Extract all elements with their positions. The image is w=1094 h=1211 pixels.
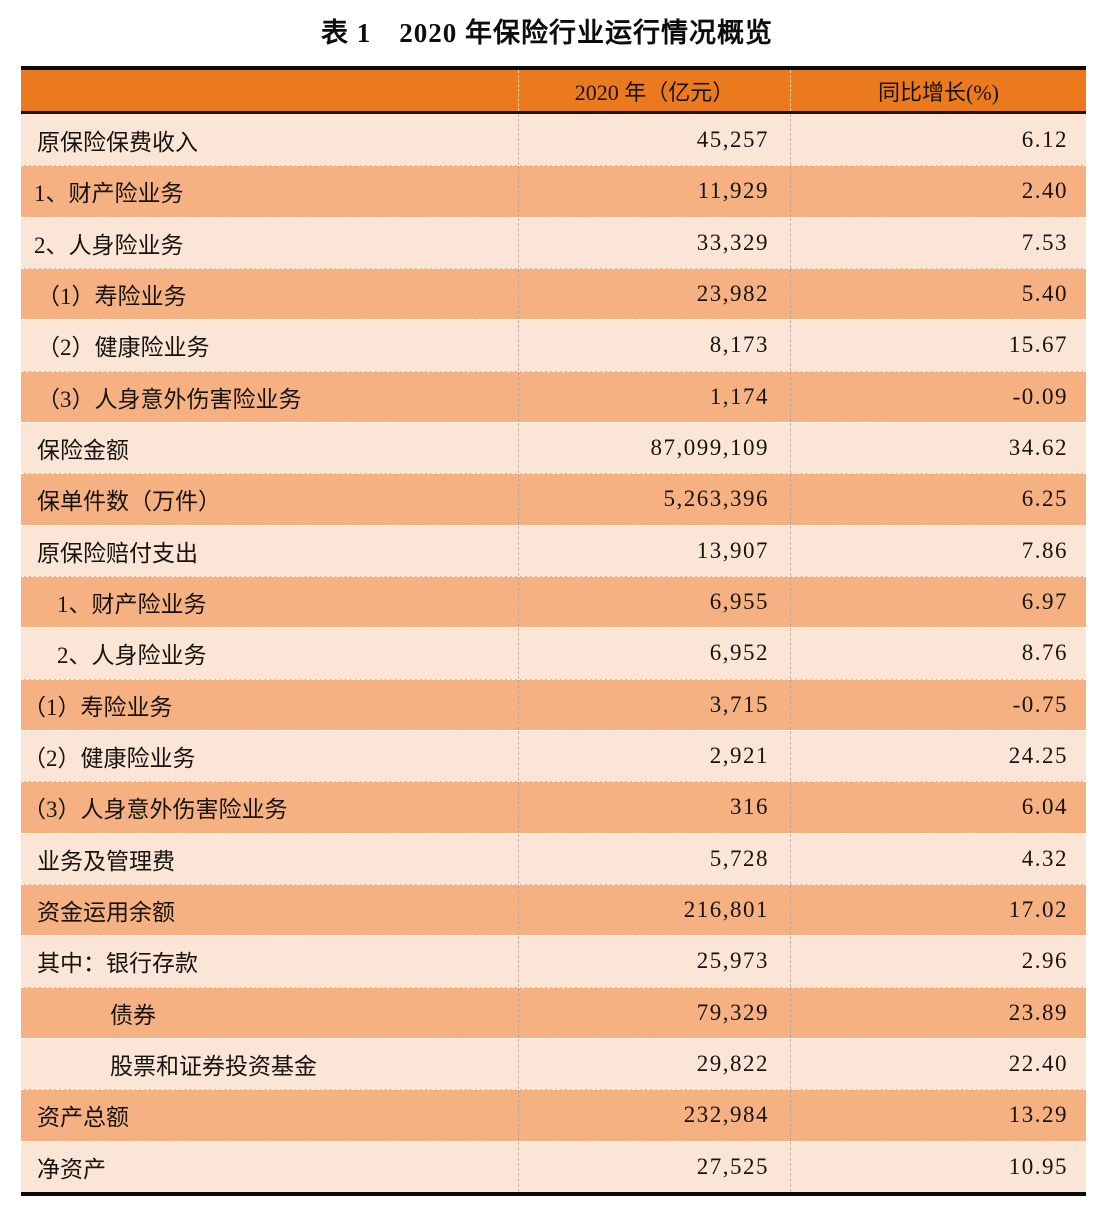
table-row: 业务及管理费 5,728 4.32 (21, 832, 1086, 884)
row-yoy-growth: 8.76 (1021, 640, 1068, 666)
row-label: 资金运用余额 (21, 884, 519, 936)
row-label: 业务及管理费 (21, 833, 519, 884)
row-value-2020: 6,952 (519, 628, 791, 679)
row-label: 净资产 (21, 1141, 519, 1192)
row-label: 其中：银行存款 (21, 936, 519, 987)
row-value-2020: 216,801 (519, 884, 791, 936)
row-value-2020: 3,715 (519, 679, 791, 730)
row-yoy-growth: 23.89 (1008, 999, 1068, 1025)
row-yoy-growth: 6.12 (1021, 126, 1068, 152)
header-cell-yoy-growth: 同比增长(%) (878, 79, 999, 105)
row-yoy-growth: 24.25 (1008, 743, 1068, 769)
row-value-2020: 232,984 (519, 1090, 791, 1141)
row-value-2020: 79,329 (519, 987, 791, 1038)
row-label: 原保险保费收入 (21, 114, 519, 166)
row-yoy-growth: -0.09 (1012, 383, 1068, 409)
row-yoy-growth: 6.25 (1021, 486, 1068, 512)
row-label: 1、财产险业务 (21, 576, 519, 628)
row-yoy-growth: 13.29 (1008, 1102, 1068, 1128)
row-value-2020: 5,728 (519, 833, 791, 884)
table-row: 保险金额 87,099,109 34.62 (21, 421, 1086, 474)
table-row: （3）人身意外伤害险业务 316 6.04 (21, 781, 1086, 833)
table-row: 1、财产险业务 6,955 6.97 (21, 575, 1086, 628)
header-cell-year-value: 2020 年（亿元） (519, 70, 791, 111)
table-row: （1）寿险业务 3,715 -0.75 (21, 678, 1086, 730)
row-value-2020: 29,822 (519, 1038, 791, 1090)
row-label: 股票和证券投资基金 (21, 1038, 519, 1090)
row-label: 原保险赔付支出 (21, 525, 519, 576)
table-row: （2）健康险业务 2,921 24.25 (21, 729, 1086, 782)
row-label: 保险金额 (21, 422, 519, 474)
row-value-2020: 87,099,109 (519, 422, 791, 474)
row-label: （3）人身意外伤害险业务 (21, 371, 519, 422)
table-row: （2）健康险业务 8,173 15.67 (21, 319, 1086, 371)
header-cell-indicator (21, 70, 519, 111)
row-yoy-growth: -0.75 (1012, 691, 1068, 717)
row-value-2020: 11,929 (519, 166, 791, 217)
row-label: （1）寿险业务 (21, 268, 519, 320)
row-yoy-growth: 34.62 (1008, 435, 1068, 461)
table-row: 债券 79,329 23.89 (21, 986, 1086, 1038)
row-label: （1）寿险业务 (21, 679, 519, 730)
row-value-2020: 6,955 (519, 576, 791, 628)
row-label: 资产总额 (21, 1090, 519, 1141)
table-row: 其中：银行存款 25,973 2.96 (21, 935, 1086, 987)
table-row: 股票和证券投资基金 29,822 22.40 (21, 1037, 1086, 1090)
table-body: 原保险保费收入 45,257 6.12 1、财产险业务 11,929 2.40 2、人身险业… (21, 114, 1086, 1192)
row-value-2020: 25,973 (519, 936, 791, 987)
row-yoy-growth: 2.96 (1021, 948, 1068, 974)
row-value-2020: 1,174 (519, 371, 791, 422)
row-value-2020: 23,982 (519, 268, 791, 320)
row-value-2020: 8,173 (519, 320, 791, 371)
row-label: 2、人身险业务 (21, 628, 519, 679)
row-yoy-growth: 22.40 (1008, 1051, 1068, 1077)
row-value-2020: 316 (519, 782, 791, 833)
row-yoy-growth: 2.40 (1021, 178, 1068, 204)
row-label: 1、财产险业务 (21, 166, 519, 217)
row-value-2020: 13,907 (519, 525, 791, 576)
table-row: （3）人身意外伤害险业务 1,174 -0.09 (21, 370, 1086, 422)
row-value-2020: 27,525 (519, 1141, 791, 1192)
table-row: 资产总额 232,984 13.29 (21, 1089, 1086, 1141)
row-label: （2）健康险业务 (21, 320, 519, 371)
table-row: 原保险赔付支出 13,907 7.86 (21, 524, 1086, 576)
table-row: 2、人身险业务 33,329 7.53 (21, 216, 1086, 268)
row-value-2020: 33,329 (519, 217, 791, 268)
table-row: （1）寿险业务 23,982 5.40 (21, 267, 1086, 320)
row-yoy-growth: 7.86 (1021, 537, 1068, 563)
page-title: 表 1 2020 年保险行业运行情况概览 (321, 18, 773, 48)
table-row: 净资产 27,525 10.95 (21, 1140, 1086, 1192)
row-value-2020: 45,257 (519, 114, 791, 166)
table-row: 1、财产险业务 11,929 2.40 (21, 165, 1086, 217)
row-yoy-growth: 17.02 (1008, 897, 1068, 923)
row-label: 债券 (21, 987, 519, 1038)
row-label: 保单件数（万件） (21, 474, 519, 525)
row-label: （3）人身意外伤害险业务 (21, 782, 519, 833)
row-label: （2）健康险业务 (21, 730, 519, 782)
row-yoy-growth: 6.04 (1021, 794, 1068, 820)
insurance-overview-table: 2020 年（亿元） 同比增长(%) 原保险保费收入 45,257 6.12 1、财产… (21, 66, 1086, 1196)
table-row: 原保险保费收入 45,257 6.12 (21, 114, 1086, 166)
row-value-2020: 5,263,396 (519, 474, 791, 525)
table-header-row: 2020 年（亿元） 同比增长(%) (21, 70, 1086, 114)
table-row: 资金运用余额 216,801 17.02 (21, 883, 1086, 936)
row-yoy-growth: 10.95 (1008, 1153, 1068, 1179)
row-yoy-growth: 7.53 (1021, 229, 1068, 255)
row-yoy-growth: 4.32 (1021, 845, 1068, 871)
row-yoy-growth: 5.40 (1021, 281, 1068, 307)
row-yoy-growth: 6.97 (1021, 589, 1068, 615)
row-yoy-growth: 15.67 (1008, 332, 1068, 358)
row-label: 2、人身险业务 (21, 217, 519, 268)
table-row: 保单件数（万件） 5,263,396 6.25 (21, 473, 1086, 525)
row-value-2020: 2,921 (519, 730, 791, 782)
table-row: 2、人身险业务 6,952 8.76 (21, 627, 1086, 679)
